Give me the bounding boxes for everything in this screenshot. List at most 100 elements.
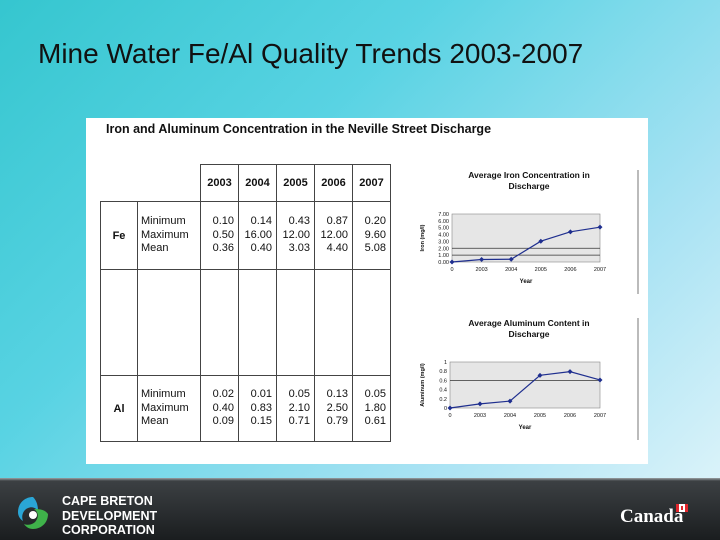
- chart-title: Discharge: [508, 181, 549, 191]
- value-cell: 0.87 12.00 4.40: [314, 201, 353, 270]
- company-line: DEVELOPMENT: [62, 508, 158, 523]
- data-point: [567, 229, 573, 235]
- x-tick-label: 2006: [564, 267, 576, 273]
- value: 5.08: [364, 242, 386, 255]
- value: 0.87: [326, 215, 348, 228]
- stat-label: Mean: [141, 242, 169, 255]
- series-line: [449, 371, 601, 409]
- x-tick-label: 2003: [475, 267, 487, 273]
- y-tick-label: 0.4: [439, 388, 447, 394]
- chart-title: Discharge: [508, 329, 549, 339]
- y-tick-label: 0.00: [438, 260, 449, 266]
- value-cell: 0.20 9.60 5.08: [352, 201, 391, 270]
- company-name: CAPE BRETON DEVELOPMENT CORPORATION: [62, 494, 157, 538]
- value: 12.00: [282, 228, 310, 241]
- figure-panel: Iron and Aluminum Concentration in the N…: [86, 118, 648, 464]
- table-row-fe: Fe Minimum Maximum Mean 0.10 0.50 0.36 0.1…: [100, 201, 391, 270]
- x-tick-label: 0: [448, 413, 451, 419]
- value: 0.01: [250, 388, 272, 401]
- x-tick-label: 2007: [594, 267, 606, 273]
- value: 2.10: [288, 401, 310, 414]
- value-cell: 0.05 1.80 0.61: [352, 375, 391, 442]
- stat-label: Maximum: [141, 228, 189, 241]
- value-cell: 0.05 2.10 0.71: [276, 375, 315, 442]
- data-point: [567, 369, 573, 375]
- value: 0.83: [250, 401, 272, 414]
- stat-label: Minimum: [141, 215, 186, 228]
- x-axis-label: Year: [520, 279, 533, 285]
- value-cell: 0.02 0.40 0.09: [200, 375, 239, 442]
- spacer-cell: [137, 269, 201, 376]
- value: 1.80: [364, 401, 386, 414]
- x-tick-label: 2003: [474, 413, 486, 419]
- table-row-spacer: [100, 269, 391, 376]
- data-point: [479, 257, 485, 263]
- value: 0.36: [212, 242, 234, 255]
- value: 2.50: [326, 401, 348, 414]
- value: 0.05: [288, 388, 310, 401]
- x-tick-label: 2005: [535, 267, 547, 273]
- spacer-cell: [314, 269, 353, 376]
- data-point: [537, 372, 543, 378]
- footer-bar: CAPE BRETON DEVELOPMENT CORPORATION Cana…: [0, 478, 720, 540]
- canada-wordmark: Canada: [620, 506, 684, 527]
- value: 16.00: [244, 228, 272, 241]
- data-point: [449, 259, 455, 265]
- y-tick-label: 7.00: [438, 212, 449, 218]
- value-cell: 0.01 0.83 0.15: [238, 375, 277, 442]
- value-cell: 0.13 2.50 0.79: [314, 375, 353, 442]
- value: 0.15: [250, 415, 272, 428]
- year-header: 2004: [238, 164, 277, 202]
- stat-label: Mean: [141, 415, 169, 428]
- value: 12.00: [320, 228, 348, 241]
- data-point: [507, 398, 513, 404]
- y-tick-label: 0.8: [439, 369, 447, 375]
- value: 0.79: [326, 415, 348, 428]
- y-tick-label: 6.00: [438, 219, 449, 225]
- value-cell: 0.10 0.50 0.36: [200, 201, 239, 270]
- y-tick-label: 0.2: [439, 397, 447, 403]
- value: 3.03: [288, 242, 310, 255]
- concentration-table: 2003 2004 2005 2006 2007 Fe Minimum Maxi…: [100, 164, 391, 442]
- spacer-cell: [352, 269, 391, 376]
- chart-title: Average Iron Concentration in: [468, 170, 590, 180]
- value: 9.60: [364, 228, 386, 241]
- stat-label: Minimum: [141, 388, 186, 401]
- value: 4.40: [326, 242, 348, 255]
- value: 0.09: [212, 415, 234, 428]
- spacer-cell: [276, 269, 315, 376]
- chart-title: Average Aluminum Content in: [468, 318, 589, 328]
- x-tick-label: 2004: [504, 413, 516, 419]
- stat-labels: Minimum Maximum Mean: [137, 375, 201, 442]
- x-tick-label: 2007: [594, 413, 606, 419]
- x-tick-label: 2005: [534, 413, 546, 419]
- y-tick-label: 0.6: [439, 378, 447, 384]
- table-header-row: 2003 2004 2005 2006 2007: [101, 164, 391, 202]
- stat-label: Maximum: [141, 401, 189, 414]
- data-point: [597, 224, 603, 230]
- header-blank: [138, 165, 201, 202]
- stat-labels: Minimum Maximum Mean: [137, 201, 201, 270]
- plot-area: [449, 361, 601, 409]
- spacer-cell: [200, 269, 239, 376]
- value: 0.50: [212, 228, 234, 241]
- plot-area: [451, 213, 601, 263]
- y-axis-label: Iron (mg/l): [420, 224, 426, 251]
- value-cell: 0.43 12.00 3.03: [276, 201, 315, 270]
- value: 0.40: [212, 401, 234, 414]
- x-tick-label: 2004: [505, 267, 517, 273]
- panel-heading: Iron and Aluminum Concentration in the N…: [106, 122, 492, 136]
- data-point: [477, 401, 483, 407]
- value: 0.71: [288, 415, 310, 428]
- cbdc-logo-icon: [18, 497, 48, 529]
- year-header: 2006: [314, 164, 353, 202]
- y-tick-label: 1.00: [438, 253, 449, 259]
- header-blank: [101, 165, 138, 202]
- year-header: 2005: [276, 164, 315, 202]
- value: 0.10: [212, 215, 234, 228]
- element-label: Fe: [100, 201, 138, 270]
- spacer-cell: [238, 269, 277, 376]
- x-tick-label: 0: [450, 267, 453, 273]
